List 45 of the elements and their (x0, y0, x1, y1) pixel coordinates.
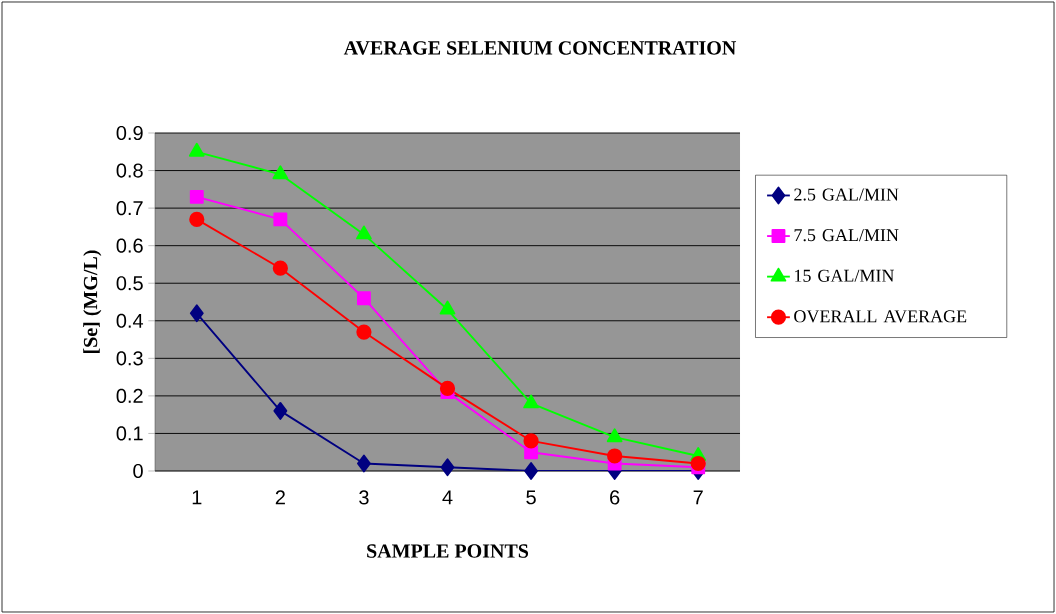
point (188, 142, 205, 157)
x-tick-label: 6 (610, 490, 620, 505)
x-axis-title: SAMPLE POINTS (367, 544, 529, 558)
x-tick-label: 2 (275, 490, 285, 505)
y-axis-title: [Se] (MG/L) (83, 250, 102, 353)
point (273, 401, 288, 420)
point (439, 300, 456, 315)
x-tick-label: 4 (442, 490, 453, 505)
point (356, 454, 371, 473)
y-tick-label: 0.3 (116, 351, 143, 366)
point (356, 225, 372, 240)
y-tick-label: 0.2 (116, 388, 143, 403)
y-tick-label: 0.9 (116, 125, 143, 141)
legend-label: 2.5 GAL/MIN (794, 188, 899, 201)
point (356, 324, 372, 340)
y-tick-label: 0.7 (116, 201, 143, 216)
y-tick-label: 0.1 (116, 426, 143, 441)
y-tick-label: 0.8 (116, 163, 143, 178)
point (440, 458, 455, 477)
y-tick-label: 0.4 (116, 313, 144, 328)
point (272, 165, 289, 180)
point (272, 260, 288, 276)
point (273, 212, 288, 227)
legend-label: 7.5 GAL/MIN (794, 229, 899, 242)
point (523, 394, 539, 409)
chart-title: AVERAGE SELENIUM CONCENTRATION (343, 41, 737, 55)
x-tick-label: 3 (359, 490, 369, 505)
point (189, 211, 205, 227)
x-tick-label: 5 (526, 490, 536, 505)
point (189, 189, 204, 204)
x-tick-label: 7 (693, 490, 703, 505)
point (607, 448, 623, 464)
point (524, 462, 539, 480)
point (690, 455, 706, 472)
point (523, 433, 539, 449)
legend-label: OVERALL AVERAGE (794, 310, 967, 323)
x-tick-label: 1 (192, 490, 202, 505)
legend-label: 15 GAL/MIN (795, 269, 895, 282)
point (356, 291, 371, 306)
point (439, 380, 456, 396)
point (606, 428, 623, 443)
point (189, 304, 204, 323)
y-tick-label: 0.6 (116, 238, 143, 253)
y-tick-label: 0 (133, 463, 143, 479)
y-tick-label: 0.5 (116, 276, 143, 291)
